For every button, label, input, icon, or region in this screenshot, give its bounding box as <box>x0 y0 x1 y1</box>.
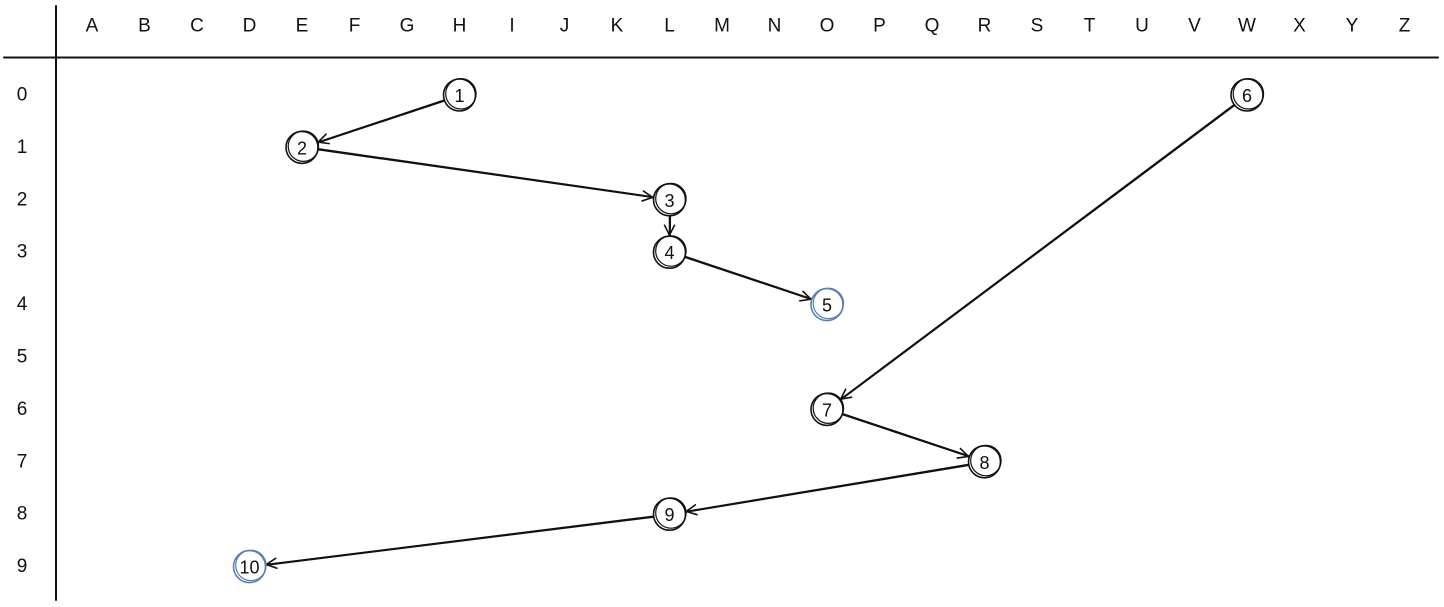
edge-line-sketch <box>840 412 970 457</box>
edge-7-to-8 <box>840 412 970 459</box>
edge-6-to-7 <box>839 103 1237 401</box>
node-label: 2 <box>297 138 307 158</box>
edge-line-sketch <box>840 103 1237 401</box>
edge-line-sketch <box>316 147 654 198</box>
column-label: D <box>243 16 257 37</box>
edge-line-sketch <box>683 255 812 300</box>
edge-2-to-3 <box>316 147 654 202</box>
column-label: P <box>873 16 886 37</box>
node-3: 3 <box>652 182 687 217</box>
node-label: 4 <box>664 243 674 263</box>
node-circle-sketch <box>812 392 845 424</box>
node-9: 9 <box>652 497 687 532</box>
column-label: M <box>714 16 730 37</box>
column-label: N <box>768 16 782 37</box>
column-label: A <box>86 16 99 37</box>
node-circle-sketch <box>655 497 687 529</box>
edge-4-to-5 <box>682 255 812 302</box>
column-label: U <box>1135 16 1149 37</box>
column-label: H <box>453 16 467 37</box>
edge-line-sketch <box>685 464 971 513</box>
column-label: X <box>1293 16 1306 37</box>
node-circle-sketch <box>235 549 267 582</box>
row-label: 0 <box>17 85 28 106</box>
row-label: 8 <box>17 504 28 525</box>
node-label: 8 <box>979 453 989 473</box>
row-label: 7 <box>17 451 28 472</box>
row-label: 9 <box>17 556 28 577</box>
node-6: 6 <box>1230 78 1265 112</box>
column-label: S <box>1031 16 1044 37</box>
row-label: 2 <box>17 189 28 210</box>
column-label: I <box>509 16 514 37</box>
column-label: Q <box>925 16 940 37</box>
node-4: 4 <box>652 235 687 269</box>
column-label: Y <box>1346 16 1359 37</box>
grid-axes <box>3 5 1439 601</box>
arrowhead <box>663 224 676 236</box>
row-label: 1 <box>17 137 28 158</box>
edge-8-to-9 <box>685 463 971 516</box>
node-5: 5 <box>810 287 845 322</box>
edge-3-to-4 <box>663 214 676 236</box>
node-1: 1 <box>442 78 477 112</box>
node-label: 3 <box>664 191 674 211</box>
node-label: 1 <box>454 86 464 106</box>
node-label: 7 <box>822 400 832 420</box>
row-label: 4 <box>17 294 28 315</box>
row-label: 6 <box>17 399 28 420</box>
node-label: 6 <box>1242 86 1252 106</box>
column-label: Z <box>1399 16 1411 37</box>
node-circle-sketch <box>1232 78 1265 110</box>
row-label: 3 <box>17 242 28 263</box>
edge-9-to-10 <box>265 515 656 570</box>
node-circle-sketch <box>445 78 477 110</box>
edge-line-sketch <box>265 516 656 566</box>
column-label: K <box>611 16 624 37</box>
edges <box>265 98 1237 570</box>
row-label: 5 <box>17 347 28 368</box>
node-circle-sketch <box>655 235 687 267</box>
column-label: J <box>560 16 570 37</box>
node-label: 5 <box>822 296 832 316</box>
node-circle-sketch <box>287 130 320 162</box>
node-circle-sketch <box>655 182 687 215</box>
column-label: W <box>1238 16 1256 37</box>
arrowhead <box>641 190 654 202</box>
column-label: F <box>349 16 361 37</box>
column-labels: A B C D E F G H I J K L M N O P Q R S T U V W X Y Z <box>86 16 1411 37</box>
column-label: C <box>190 16 204 37</box>
column-label: O <box>820 16 835 37</box>
node-circle-sketch <box>970 444 1002 477</box>
edge-1-to-2 <box>317 98 447 145</box>
column-label: V <box>1188 16 1201 37</box>
node-circle-sketch <box>812 287 845 320</box>
column-label: R <box>978 16 992 37</box>
column-label: T <box>1084 16 1096 37</box>
node-label: 9 <box>664 505 674 525</box>
column-label: E <box>296 16 309 37</box>
node-7: 7 <box>810 392 845 427</box>
row-labels: 0 1 2 3 4 5 6 7 8 9 <box>17 85 28 578</box>
column-label: G <box>400 16 415 37</box>
node-8: 8 <box>967 444 1002 479</box>
edge-line-sketch <box>317 99 447 144</box>
node-2: 2 <box>285 130 320 165</box>
node-label: 10 <box>239 558 259 578</box>
arrowhead <box>799 290 812 302</box>
arrowhead <box>956 447 970 459</box>
column-label: L <box>664 16 675 37</box>
column-label: B <box>138 16 151 37</box>
node-10: 10 <box>232 549 267 584</box>
nodes: 1 2 3 4 5 6 7 8 9 10 <box>232 78 1265 584</box>
